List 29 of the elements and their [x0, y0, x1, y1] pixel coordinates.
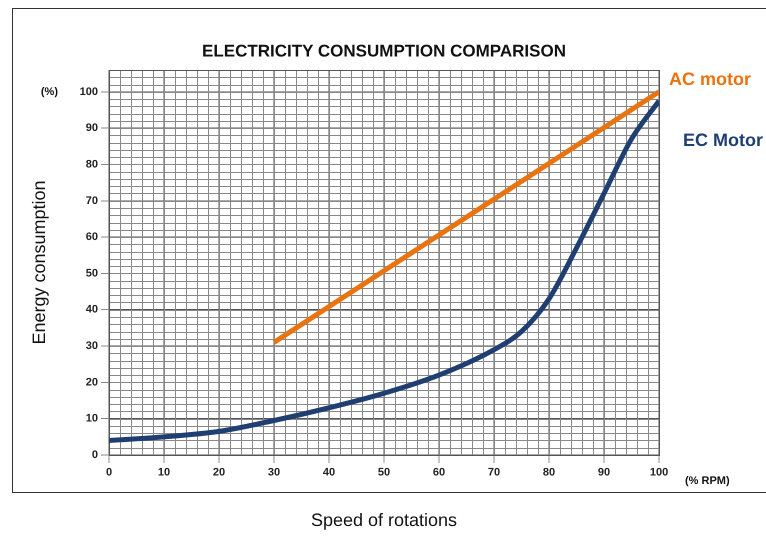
y-tick-label: 20: [86, 376, 98, 388]
x-tick-label: 90: [598, 466, 610, 479]
x-tick-label: 10: [158, 466, 170, 479]
series-label: AC motor: [669, 68, 751, 89]
text: (%): [40, 86, 58, 98]
y-axis-title: Energy consumption: [28, 180, 49, 345]
x-tick-label: 60: [432, 466, 446, 479]
x-tick-label: 50: [378, 466, 390, 479]
y-tick-label: 80: [86, 158, 98, 170]
x-tick-label: 70: [488, 466, 500, 479]
y-tick-label: 50: [86, 267, 98, 280]
chart-title: ELECTRICITY CONSUMPTION COMPARISON: [202, 42, 566, 61]
y-tick-label: 70: [86, 194, 98, 207]
y-tick-label: 90: [86, 122, 98, 134]
x-tick-label: 0: [106, 466, 112, 479]
y-tick-label: 10: [86, 412, 98, 425]
x-tick-label: 30: [268, 466, 280, 479]
x-tick-label: 100: [650, 466, 668, 479]
x-tick-label: 40: [322, 466, 336, 479]
x-axis-title: Speed of rotations: [310, 510, 458, 530]
y-tick-label: 40: [86, 304, 98, 316]
x-tick-label: 20: [212, 466, 226, 479]
y-tick-label: 100: [80, 86, 98, 98]
y-tick-label: 30: [86, 340, 98, 352]
text: (% RPM): [685, 475, 730, 488]
y-tick-label: 0: [92, 449, 98, 462]
y-tick-label: 60: [86, 231, 98, 244]
text: EC Motor: [683, 130, 763, 150]
x-tick-label: 80: [542, 466, 556, 479]
